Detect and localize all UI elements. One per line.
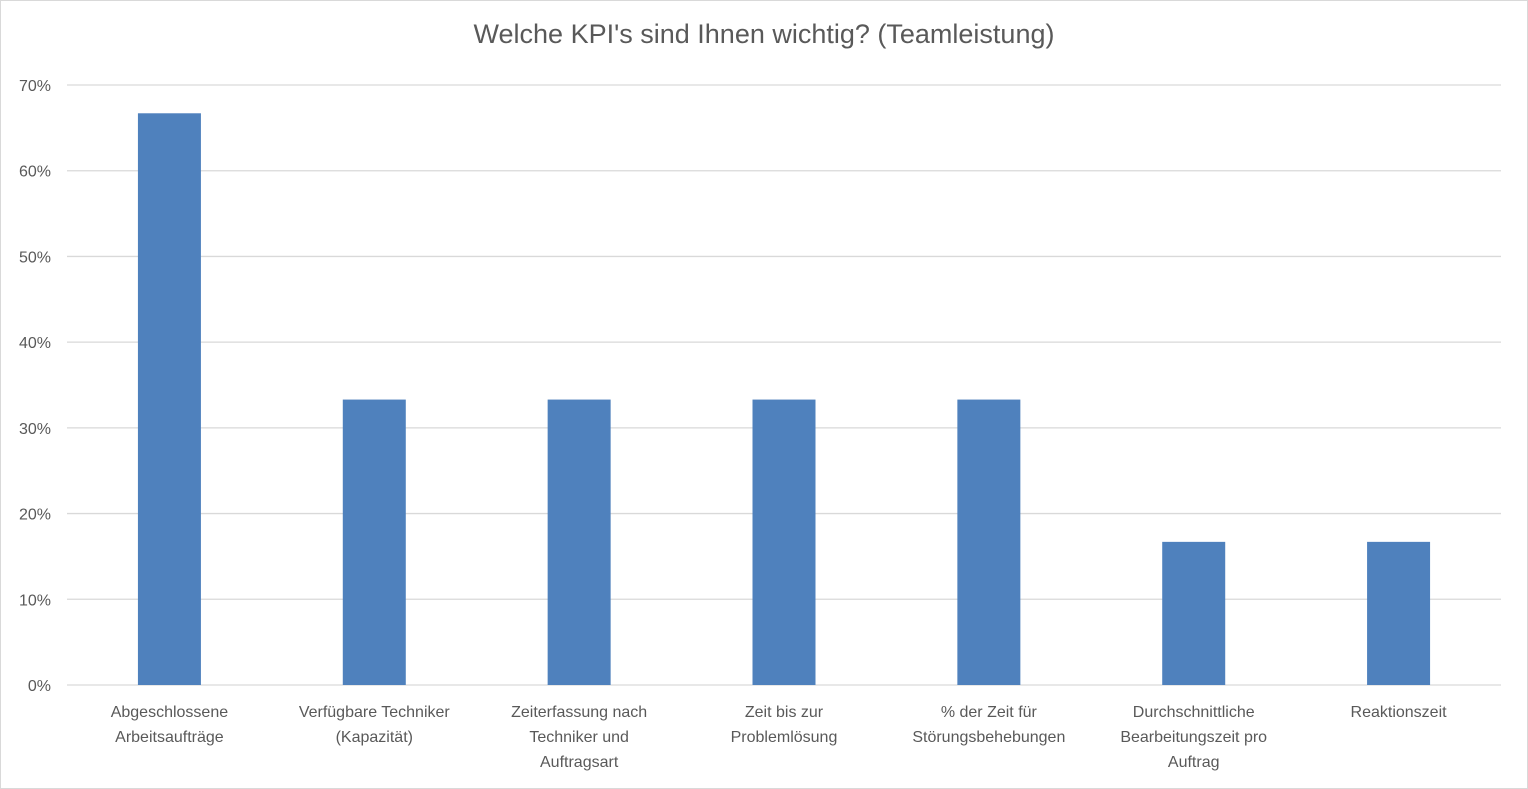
- x-category-label: Reaktionszeit: [1299, 700, 1499, 725]
- bar: [547, 399, 611, 685]
- x-category-label-line: Zeit bis zur: [744, 704, 824, 721]
- bar: [957, 399, 1021, 685]
- x-category-label-line: % der Zeit für: [940, 704, 1037, 721]
- x-category-label: Zeit bis zur Problemlösung: [684, 700, 884, 750]
- x-category-label-line: (Kapazität): [335, 729, 413, 746]
- x-category-label-line: Verfügbare Techniker: [298, 704, 450, 721]
- x-category-label-line: Störungsbehebungen: [912, 729, 1066, 746]
- x-category-label-line: Zeiterfassung nach: [511, 704, 648, 721]
- x-category-label-line: Techniker und: [529, 729, 629, 746]
- x-category-label-line: Bearbeitungszeit pro: [1120, 729, 1268, 746]
- y-tick-label: 0%: [28, 678, 51, 695]
- x-category-label-line: Reaktionszeit: [1350, 704, 1447, 721]
- bar: [137, 113, 201, 686]
- y-tick-label: 70%: [19, 78, 51, 95]
- y-tick-label: 50%: [19, 249, 51, 266]
- y-tick-label: 10%: [19, 592, 51, 609]
- bar: [752, 399, 816, 685]
- x-category-label-line: Auftragsart: [540, 754, 619, 771]
- bar: [1162, 541, 1226, 685]
- y-tick-label: 20%: [19, 507, 51, 524]
- y-tick-label: 60%: [19, 164, 51, 181]
- x-category-label: Zeiterfassung nach Techniker und Auftragsa…: [479, 700, 679, 775]
- x-category-label-line: Abgeschlossene: [110, 704, 229, 721]
- bar: [342, 399, 406, 685]
- x-category-label-line: Durchschnittliche: [1132, 704, 1255, 721]
- y-tick-label: 30%: [19, 421, 51, 438]
- x-category-label-line: Auftrag: [1167, 754, 1220, 771]
- x-category-label: Durchschnittliche Bearbeitungszeit pro Auf…: [1094, 700, 1294, 775]
- x-category-label-line: Arbeitsaufträge: [115, 729, 224, 746]
- x-category-label-line: Problemlösung: [730, 729, 838, 746]
- chart-title: Welche KPI's sind Ihnen wichtig? (Teamle…: [473, 19, 1055, 49]
- x-category-label: Verfügbare Techniker (Kapazität): [274, 700, 474, 750]
- x-category-label: Abgeschlossene Arbeitsaufträge: [69, 700, 269, 750]
- y-tick-label: 40%: [19, 335, 51, 352]
- bar: [1367, 541, 1431, 685]
- x-category-label: % der Zeit für Störungsbehebungen: [889, 700, 1089, 750]
